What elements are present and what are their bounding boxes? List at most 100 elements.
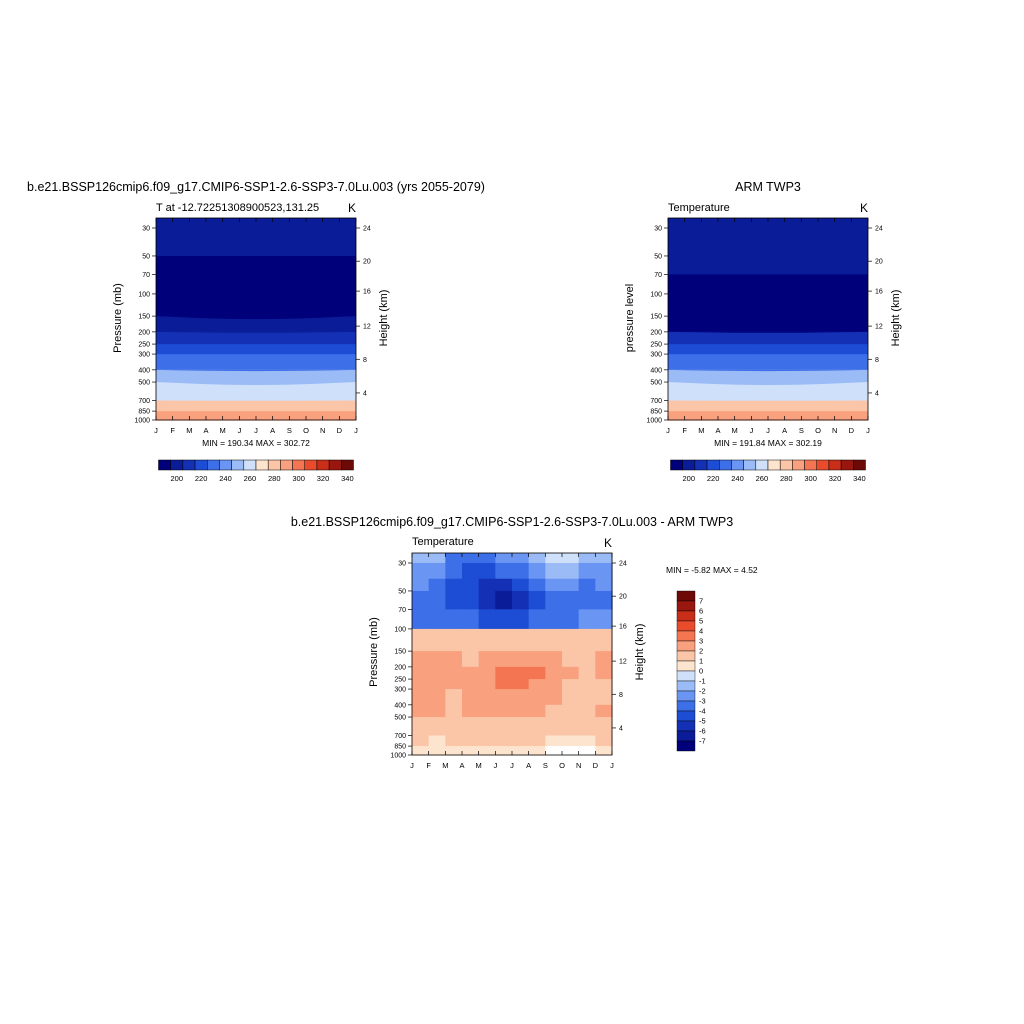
contour-band bbox=[156, 331, 356, 345]
y-tick-right-label: 8 bbox=[619, 692, 623, 699]
contour-cell bbox=[512, 679, 530, 690]
contour-band-edge bbox=[156, 341, 356, 345]
contour-cell bbox=[478, 717, 496, 737]
y-tick-label: 70 bbox=[142, 272, 150, 279]
contour-cell bbox=[445, 651, 463, 668]
contour-cell bbox=[545, 666, 563, 680]
contour-cell bbox=[428, 746, 446, 756]
contour-cell bbox=[462, 578, 480, 592]
colorbar-label: 340 bbox=[341, 474, 354, 483]
contour-cell bbox=[578, 735, 596, 747]
contour-band bbox=[668, 227, 868, 245]
contour-band bbox=[156, 227, 356, 245]
contour-cell bbox=[512, 704, 530, 718]
x-tick-label: M bbox=[732, 426, 738, 435]
contour-band bbox=[668, 369, 868, 383]
contour-cell bbox=[528, 562, 546, 580]
x-tick-label: S bbox=[287, 426, 292, 435]
contour-cell bbox=[445, 553, 463, 564]
contour-cell bbox=[428, 628, 446, 652]
colorbar-label: 1 bbox=[699, 657, 703, 666]
colorbar-box bbox=[743, 459, 757, 471]
panel-diff-subtitle-right: K bbox=[604, 536, 612, 550]
contour-cell bbox=[478, 628, 496, 652]
colorbar-box bbox=[792, 459, 805, 471]
contour-cell bbox=[545, 704, 563, 718]
colorbar-label: 2 bbox=[699, 647, 703, 656]
contour-cell bbox=[445, 590, 463, 610]
y-tick-label: 700 bbox=[650, 398, 662, 405]
y-tick-right-label: 8 bbox=[875, 357, 879, 364]
colorbar-box bbox=[676, 610, 696, 622]
contour-band-edge bbox=[668, 227, 868, 231]
y-tick-right-label: 12 bbox=[875, 324, 883, 331]
contour-cell bbox=[595, 689, 613, 706]
contour-cell bbox=[528, 704, 546, 718]
colorbar-label: 300 bbox=[804, 474, 817, 483]
colorbar-box bbox=[676, 650, 696, 662]
y-tick-label: 50 bbox=[142, 253, 150, 260]
y-tick-label: 250 bbox=[138, 342, 150, 349]
y-tick-right-label: 24 bbox=[619, 560, 627, 567]
contour-cell bbox=[578, 628, 596, 652]
x-tick-label: A bbox=[270, 426, 275, 435]
colorbar-label: 5 bbox=[699, 617, 703, 626]
y-tick-label: 500 bbox=[138, 380, 150, 387]
contour-cell bbox=[512, 651, 530, 668]
panel-obs-minmax: MIN = 191.84 MAX = 302.19 bbox=[714, 438, 822, 448]
colorbar-box bbox=[328, 459, 342, 471]
x-tick-label: O bbox=[559, 761, 565, 770]
contour-cell bbox=[578, 746, 596, 756]
colorbar-label: 4 bbox=[699, 627, 703, 636]
contour-cell bbox=[495, 735, 513, 747]
y-tick-label: 300 bbox=[394, 687, 406, 694]
y-tick-right-label: 4 bbox=[619, 725, 623, 732]
contour-band bbox=[156, 354, 356, 371]
contour-cell bbox=[495, 651, 513, 668]
panel-obs-ylabel-right: Height (km) bbox=[890, 290, 902, 347]
panel-diff-ylabel-left: Pressure (mb) bbox=[368, 617, 380, 687]
contour-cell bbox=[445, 578, 463, 592]
contour-cell bbox=[578, 590, 596, 610]
contour-cell bbox=[512, 689, 530, 706]
panel-model-subtitle-left: T at -12.72251308900523,131.25 bbox=[156, 202, 319, 214]
contour-cell bbox=[428, 679, 446, 690]
contour-cell bbox=[445, 704, 463, 718]
colorbar-box bbox=[255, 459, 269, 471]
colorbar-box bbox=[676, 600, 696, 612]
contour-band-edge bbox=[156, 351, 356, 355]
colorbar-label: -2 bbox=[699, 687, 706, 696]
x-tick-label: N bbox=[576, 761, 581, 770]
colorbar-box bbox=[755, 459, 769, 471]
contour-cell bbox=[595, 628, 613, 652]
contour-band bbox=[156, 274, 356, 295]
contour-cell bbox=[412, 666, 430, 680]
panel-obs-subtitle-right: K bbox=[860, 201, 868, 215]
contour-cell bbox=[578, 689, 596, 706]
contour-cell bbox=[445, 628, 463, 652]
contour-cell bbox=[562, 628, 580, 652]
y-tick-label: 400 bbox=[650, 367, 662, 374]
colorbar-box bbox=[182, 459, 196, 471]
x-tick-label: J bbox=[749, 426, 753, 435]
contour-cell bbox=[578, 578, 596, 592]
contour-cell bbox=[512, 609, 530, 630]
contour-cell bbox=[478, 553, 496, 564]
panel-model-ylabel-right: Height (km) bbox=[378, 290, 390, 347]
y-tick-right-label: 16 bbox=[619, 624, 627, 631]
contour-band-edge bbox=[668, 331, 868, 333]
contour-cell bbox=[478, 590, 496, 610]
contour-cell bbox=[528, 689, 546, 706]
colorbar-box bbox=[341, 459, 354, 471]
x-tick-label: N bbox=[320, 426, 325, 435]
contour-cell bbox=[595, 609, 613, 630]
x-tick-label: N bbox=[832, 426, 837, 435]
contour-cell bbox=[462, 689, 480, 706]
contour-cell bbox=[595, 578, 613, 592]
contour-band bbox=[156, 369, 356, 383]
colorbar-box bbox=[676, 680, 696, 692]
colorbar-label: -4 bbox=[699, 707, 706, 716]
contour-cell bbox=[428, 735, 446, 747]
colorbar-box bbox=[231, 459, 245, 471]
contour-cell bbox=[545, 735, 563, 747]
